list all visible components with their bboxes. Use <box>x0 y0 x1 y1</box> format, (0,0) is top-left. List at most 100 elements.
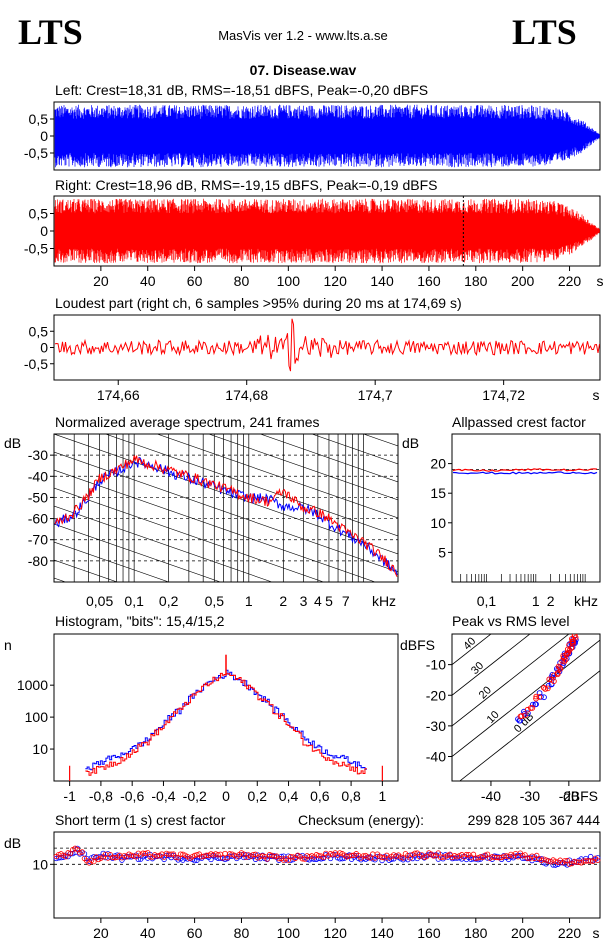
right-waveform-y-label: 0 <box>40 223 48 239</box>
histogram-x-label: -0,6 <box>120 788 144 804</box>
right-waveform-x-label: 60 <box>187 273 203 289</box>
spectrum-title: Normalized average spectrum, 241 frames <box>55 414 320 430</box>
peak-rms-y-label: -40 <box>426 749 446 765</box>
short-term-x-label: 120 <box>324 925 348 941</box>
histogram-x-label: 0,4 <box>279 788 299 804</box>
short-term-title: Short term (1 s) crest factor <box>55 812 226 828</box>
peak-rms-point-right <box>544 685 551 692</box>
short-term-point-right <box>91 858 97 865</box>
short-term-point-right <box>198 854 205 860</box>
spectrum-slope-line <box>54 523 222 582</box>
short-term-point-right <box>503 853 509 859</box>
short-term-frame <box>53 831 601 919</box>
peak-rms-diagonal-label: 40 <box>461 635 478 652</box>
short-term-point-right <box>313 852 320 858</box>
loudest-y-label: -0,5 <box>24 356 48 372</box>
peak-rms-point-right <box>533 693 540 700</box>
spectrum-y-label: -40 <box>28 468 48 484</box>
short-term-point-right <box>147 853 153 860</box>
spectrum-slope-line <box>54 704 398 824</box>
histogram-x-label: -1 <box>63 788 76 804</box>
right-waveform-x-label: 40 <box>140 273 156 289</box>
loudest-signal <box>54 318 600 372</box>
short-term-point-right <box>430 853 437 859</box>
loudest-y-label: 0 <box>40 340 48 356</box>
spectrum-x-label: 7 <box>342 593 350 609</box>
short-term-point-right <box>484 851 491 858</box>
spectrum-x-label: 4 <box>314 593 322 609</box>
short-term-point-right <box>266 852 273 858</box>
crest-x-label: 1 <box>532 593 540 609</box>
right-waveform-x-label: 140 <box>370 273 394 289</box>
peak-rms-point-right <box>522 712 528 719</box>
short-term-point-right <box>168 851 174 857</box>
short-term-point-right <box>142 850 149 857</box>
spectrum-y-label: -30 <box>28 447 48 463</box>
short-term-point-right <box>180 851 186 858</box>
spectrum-y-label: -50 <box>28 489 48 505</box>
histogram-x-label: -0,8 <box>89 788 113 804</box>
short-term-point-right <box>477 854 484 860</box>
loudest-x-label: 174,7 <box>358 387 393 403</box>
histogram-y-label: 100 <box>25 709 49 725</box>
histogram-x-label: 1 <box>378 788 386 804</box>
short-term-point-right <box>400 855 406 861</box>
crest-ylabel: dB <box>402 435 419 451</box>
histogram-y-label: 10 <box>32 741 48 757</box>
crest-title: Allpassed crest factor <box>452 414 586 430</box>
crest-y-label: 5 <box>438 544 446 560</box>
right-waveform-signal <box>54 198 600 264</box>
short-term-point-right <box>519 852 526 859</box>
short-term-point-right <box>250 851 256 858</box>
peak-rms-y-label: -30 <box>426 718 446 734</box>
crest-x-label: 0,1 <box>477 593 497 609</box>
crest-y-label: 10 <box>430 515 446 531</box>
short-term-point-right <box>524 855 531 861</box>
right-waveform-x-label: 120 <box>324 273 348 289</box>
spectrum-series-right <box>54 455 398 577</box>
peak-rms-title: Peak vs RMS level <box>452 613 569 629</box>
peak-rms-diagonal <box>452 634 531 696</box>
short-term-point-right <box>203 852 210 859</box>
spectrum-x-label: 3 <box>300 593 308 609</box>
short-term-point-right <box>372 855 378 861</box>
short-term-x-label: s <box>593 925 600 941</box>
spectrum-x-label: 0,2 <box>159 593 179 609</box>
short-term-point-right <box>562 858 568 864</box>
spectrum-y-label: -80 <box>28 553 48 569</box>
spectrum-slope-line <box>54 505 273 582</box>
short-term-point-right <box>145 850 151 856</box>
spectrum-ylabel: dB <box>4 435 21 451</box>
peak-rms-diagonal-label: 20 <box>477 684 494 701</box>
spectrum-slope-line <box>54 308 398 428</box>
spectrum-x-label: 1 <box>245 593 253 609</box>
lts-logo-left: LTS <box>18 12 83 52</box>
peak-rms-point-right <box>524 706 531 713</box>
short-term-point-right <box>67 850 74 857</box>
right-waveform-x-label: 200 <box>511 273 535 289</box>
peak-rms-point-right <box>555 663 562 670</box>
histogram-x-label: 0,6 <box>310 788 330 804</box>
crest-x-label: kHz <box>574 593 598 609</box>
peak-rms-point-right <box>536 694 543 700</box>
right-waveform-title: Right: Crest=18,96 dB, RMS=-19,15 dBFS, … <box>55 177 437 193</box>
short-term-x-label: 220 <box>558 925 582 941</box>
peak-rms-y-label: -10 <box>426 657 446 673</box>
short-term-y-label: 10 <box>32 856 48 872</box>
peak-rms-point-right <box>542 686 549 692</box>
checksum-label: Checksum (energy): <box>298 812 424 828</box>
spectrum-frame <box>53 433 399 583</box>
spectrum-x-label: 0,1 <box>124 593 144 609</box>
right-waveform-y-label: 0,5 <box>29 206 49 222</box>
right-waveform-x-label: 20 <box>93 273 109 289</box>
spectrum-slope-line <box>54 559 118 582</box>
short-term-point-right <box>398 854 404 860</box>
peak-rms-diagonal <box>459 670 600 781</box>
spectrum-slope-line <box>156 434 398 519</box>
short-term-point-right <box>316 852 322 859</box>
short-term-point-right <box>224 854 231 861</box>
short-term-point-right <box>463 851 470 858</box>
spectrum-slope-line <box>207 434 398 501</box>
short-term-point-left <box>191 857 198 864</box>
spectrum-slope-line <box>311 434 398 465</box>
